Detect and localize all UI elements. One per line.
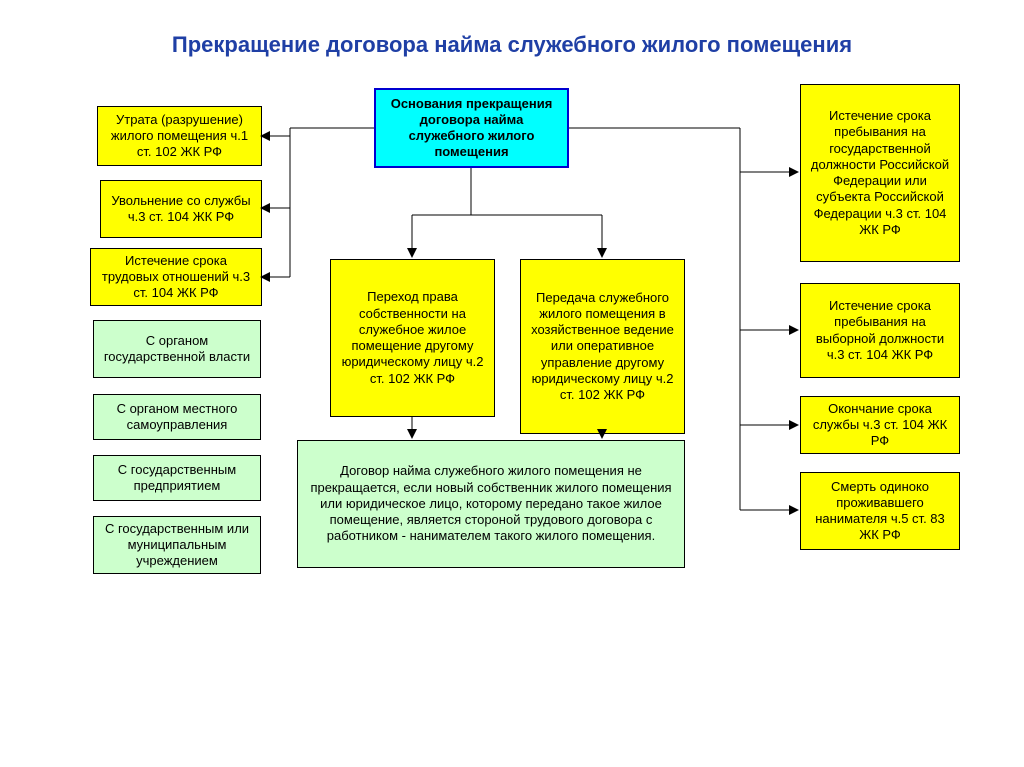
diagram-title: Прекращение договора найма служебного жи… (0, 32, 1024, 58)
node-exception-note: Договор найма служебного жилого помещени… (297, 440, 685, 568)
node-death-sole-tenant: Смерть одиноко проживавшего нанимателя ч… (800, 472, 960, 550)
node-local-self-gov: С органом местного самоуправления (93, 394, 261, 440)
node-state-or-municipal-institution: С государственным или муниципальным учре… (93, 516, 261, 574)
node-elective-position-term: Истечение срока пребывания на выборной д… (800, 283, 960, 378)
node-ownership-transfer: Переход права собственности на служебное… (330, 259, 495, 417)
node-root-grounds: Основания прекращения договора найма слу… (374, 88, 569, 168)
node-management-transfer: Передача служебного жилого помещения в х… (520, 259, 685, 434)
node-loss-destruction: Утрата (разрушение) жилого помещения ч.1… (97, 106, 262, 166)
node-dismissal: Увольнение со службы ч.3 ст. 104 ЖК РФ (100, 180, 262, 238)
node-employment-term-end: Истечение срока трудовых отношений ч.3 с… (90, 248, 262, 306)
node-state-enterprise: С государственным предприятием (93, 455, 261, 501)
node-gov-authority: С органом государственной власти (93, 320, 261, 378)
node-state-position-term: Истечение срока пребывания на государств… (800, 84, 960, 262)
node-service-term-end: Окончание срока службы ч.3 ст. 104 ЖК РФ (800, 396, 960, 454)
